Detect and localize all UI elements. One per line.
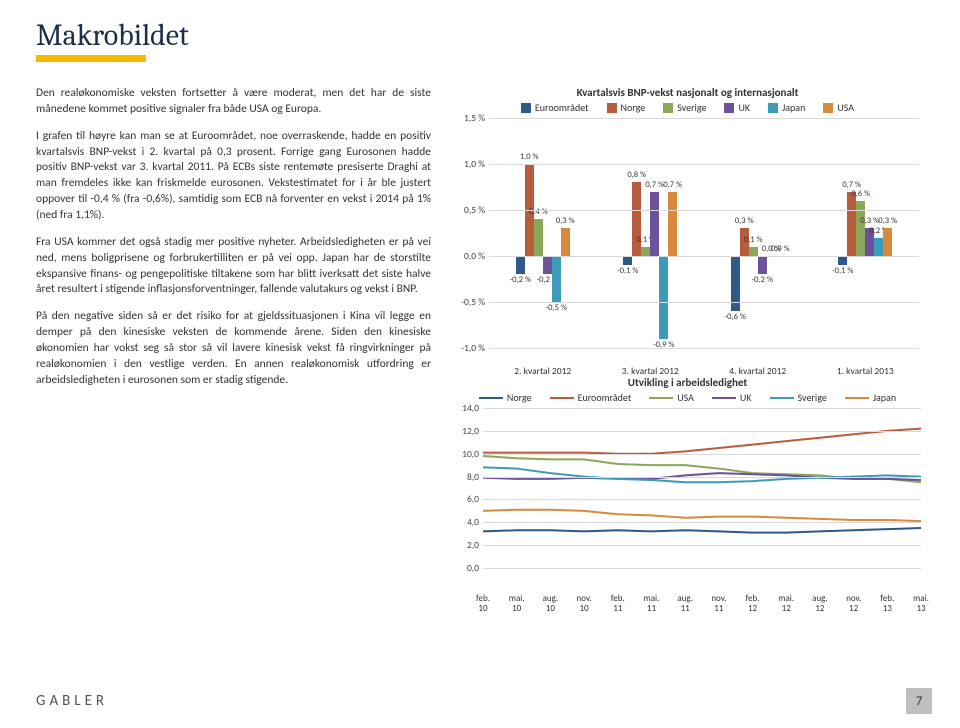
bar	[838, 256, 847, 265]
legend-item: Euroområdet	[521, 101, 589, 114]
x-tick-label: nov.11	[711, 594, 726, 614]
bar-value-label: 0,1 %	[744, 235, 763, 245]
bar-value-label: -0,6 %	[725, 312, 746, 322]
bar	[516, 256, 525, 274]
x-tick-label: aug.10	[543, 594, 559, 614]
legend-item: Sverige	[663, 101, 706, 114]
y-tick-label: 4,0	[467, 516, 479, 528]
bar-value-label: 0,3 %	[878, 216, 897, 226]
chart2-legend: Norge Euroområdet USA UK Sverige Japan	[451, 391, 924, 404]
y-tick-label: -1,0 %	[461, 342, 485, 354]
bar	[668, 192, 677, 256]
y-tick-label: 8,0	[467, 471, 479, 483]
chart2-title: Utvikling i arbeidsledighet	[451, 376, 924, 389]
title-underline	[36, 55, 146, 62]
chart1-title: Kvartalsvis BNP-vekst nasjonalt og inter…	[451, 86, 924, 99]
bar	[534, 219, 543, 256]
x-tick-label: nov.10	[577, 594, 592, 614]
bar	[632, 182, 641, 256]
bar-value-label: -0,2 %	[752, 275, 773, 285]
y-tick-label: 2,0	[467, 539, 479, 551]
bar-value-label: -0,1 %	[617, 266, 638, 276]
paragraph: I grafen til høyre kan man se at Euroomr…	[36, 129, 431, 224]
line-series	[483, 429, 921, 454]
y-tick-label: 12,0	[462, 425, 479, 437]
bar-value-label: 0,0 %	[771, 244, 790, 254]
y-tick-label: -0,5 %	[461, 296, 485, 308]
line-series	[483, 528, 921, 533]
bar-value-label: 0,8 %	[627, 170, 646, 180]
chart1-plot: 1,5 %1,0 %0,5 %0,0 %-0,5 %-1,0 % -0,2 %1…	[489, 118, 919, 348]
paragraph: Fra USA kommer det også stadig mer posit…	[36, 235, 431, 298]
bar	[552, 256, 561, 302]
x-tick-label: feb.11	[611, 594, 625, 614]
y-tick-label: 0,5 %	[464, 204, 485, 216]
bar-value-label: 0,7 %	[645, 180, 664, 190]
legend-item: USA	[649, 391, 694, 404]
y-tick-label: 0,0	[467, 562, 479, 574]
gabler-logo: GABLER	[36, 692, 108, 710]
x-tick-label: aug.11	[677, 594, 693, 614]
bar-value-label: 0,3 %	[735, 216, 754, 226]
bar-value-label: 0,7 %	[663, 180, 682, 190]
y-tick-label: 1,5 %	[464, 112, 485, 124]
bnp-growth-chart: Kvartalsvis BNP-vekst nasjonalt og inter…	[451, 86, 924, 366]
bar-value-label: -0,2 %	[510, 275, 531, 285]
bar	[758, 256, 767, 274]
y-tick-label: 1,0 %	[464, 158, 485, 170]
bar	[650, 192, 659, 256]
bar-value-label: -0,1 %	[832, 266, 853, 276]
x-tick-label: mai.10	[509, 594, 525, 614]
page-title: Makrobildet	[36, 18, 924, 53]
legend-item: Japan	[845, 391, 896, 404]
y-tick-label: 6,0	[467, 493, 479, 505]
bar-value-label: 1,0 %	[520, 152, 539, 162]
bar-value-label: 0,3 %	[556, 216, 575, 226]
legend-item: Japan	[768, 101, 805, 114]
bar-value-label: -0,5 %	[546, 303, 567, 313]
paragraph: Den realøkonomiske veksten fortsetter å …	[36, 86, 431, 118]
x-tick-label: nov.12	[846, 594, 861, 614]
paragraph: På den negative siden så er det risiko f…	[36, 309, 431, 388]
bar	[874, 238, 883, 256]
x-tick-label: feb.10	[476, 594, 490, 614]
legend-item: Euroområdet	[550, 391, 632, 404]
x-tick-label: mai.12	[778, 594, 794, 614]
bar	[659, 256, 668, 339]
x-tick-label: mai.13	[913, 594, 929, 614]
y-tick-label: 10,0	[462, 448, 479, 460]
x-tick-label: mai.11	[644, 594, 660, 614]
y-tick-label: 0,0 %	[464, 250, 485, 262]
body-text-column: Den realøkonomiske veksten fortsetter å …	[36, 86, 431, 576]
bar	[641, 247, 650, 256]
bar-value-label: 0,6 %	[851, 189, 870, 199]
x-tick-label: feb.13	[880, 594, 894, 614]
legend-item: UK	[724, 101, 750, 114]
bar	[847, 192, 856, 256]
bar	[749, 247, 758, 256]
legend-item: UK	[712, 391, 752, 404]
legend-item: Norge	[607, 101, 646, 114]
y-tick-label: 14,0	[462, 402, 479, 414]
chart1-legend: Euroområdet Norge Sverige UK Japan USA	[451, 101, 924, 114]
line-series	[483, 510, 921, 521]
bar-value-label: 0,4 %	[529, 207, 548, 217]
bar	[561, 228, 570, 256]
bar	[623, 256, 632, 265]
page-number: 7	[906, 688, 932, 714]
x-tick-label: aug.12	[812, 594, 828, 614]
x-tick-label: feb.12	[746, 594, 760, 614]
legend-item: Sverige	[770, 391, 827, 404]
chart2-plot: 14,012,010,08,06,04,02,00,0 feb.10mai.10…	[483, 408, 921, 568]
legend-item: Norge	[479, 391, 532, 404]
bar	[883, 228, 892, 256]
bar	[543, 256, 552, 274]
unemployment-chart: Utvikling i arbeidsledighet Norge Euroomr…	[451, 376, 924, 576]
legend-item: USA	[823, 101, 854, 114]
